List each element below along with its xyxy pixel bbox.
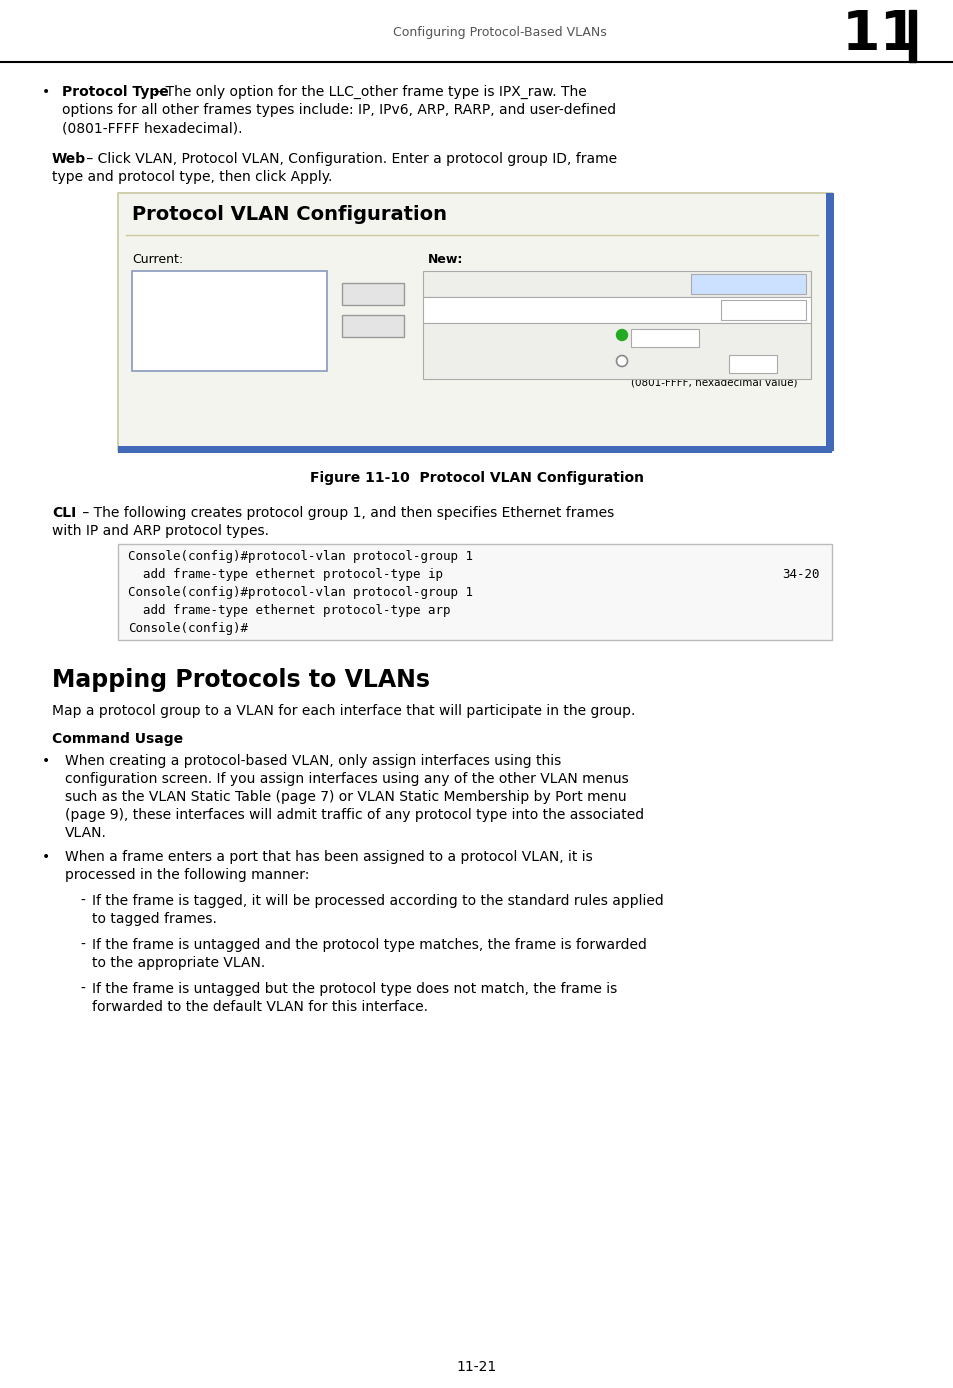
Bar <box>728 355 776 373</box>
Text: Figure 11-10  Protocol VLAN Configuration: Figure 11-10 Protocol VLAN Configuration <box>310 471 643 484</box>
Text: 11: 11 <box>841 8 918 62</box>
Text: – Click VLAN, Protocol VLAN, Configuration. Enter a protocol group ID, frame: – Click VLAN, Protocol VLAN, Configurati… <box>82 153 617 167</box>
Bar <box>690 273 805 294</box>
Text: forwarded to the default VLAN for this interface.: forwarded to the default VLAN for this i… <box>91 999 428 1015</box>
Bar <box>825 193 833 451</box>
Text: If the frame is untagged but the protocol type does not match, the frame is: If the frame is untagged but the protoco… <box>91 981 617 997</box>
Text: ▾: ▾ <box>682 330 688 341</box>
Text: Console(config)#: Console(config)# <box>128 622 248 634</box>
Text: Group 1, Ethernet ,08 06: Group 1, Ethernet ,08 06 <box>137 293 283 305</box>
Text: type and protocol type, then click Apply.: type and protocol type, then click Apply… <box>52 169 332 185</box>
Text: Protocol VLAN Configuration: Protocol VLAN Configuration <box>132 205 447 223</box>
Text: •: • <box>42 85 51 99</box>
Bar <box>118 446 831 452</box>
Circle shape <box>616 355 627 366</box>
Text: Map a protocol group to a VLAN for each interface that will participate in the g: Map a protocol group to a VLAN for each … <box>52 704 635 718</box>
Bar <box>422 297 810 323</box>
Text: •: • <box>42 754 51 768</box>
Text: <<Add: <<Add <box>352 286 394 298</box>
Text: When a frame enters a port that has been assigned to a protocol VLAN, it is: When a frame enters a port that has been… <box>65 849 592 863</box>
Text: Ethernet: Ethernet <box>724 303 776 315</box>
Bar <box>630 329 699 347</box>
Bar <box>118 193 831 451</box>
Bar <box>720 300 805 321</box>
Text: -: - <box>80 981 85 997</box>
Bar <box>908 10 915 62</box>
Text: options for all other frames types include: IP, IPv6, ARP, RARP, and user-define: options for all other frames types inclu… <box>62 103 616 117</box>
Bar <box>341 283 403 305</box>
Text: VLAN.: VLAN. <box>65 826 107 840</box>
Text: Protocol Gruop ID (1-2147483647): Protocol Gruop ID (1-2147483647) <box>428 276 631 289</box>
Bar <box>422 271 810 297</box>
Bar <box>422 323 810 379</box>
Bar <box>118 544 831 640</box>
Text: -: - <box>80 894 85 908</box>
Text: with IP and ARP protocol types.: with IP and ARP protocol types. <box>52 525 269 539</box>
Text: -: - <box>80 938 85 952</box>
Text: ▾: ▾ <box>796 303 801 312</box>
Text: Command Usage: Command Usage <box>52 731 183 745</box>
Text: If the frame is tagged, it will be processed according to the standard rules app: If the frame is tagged, it will be proce… <box>91 894 663 908</box>
Text: Web: Web <box>52 153 86 167</box>
Text: 11-21: 11-21 <box>456 1360 497 1374</box>
Text: If the frame is untagged and the protocol type matches, the frame is forwarded: If the frame is untagged and the protoco… <box>91 938 646 952</box>
Text: (0801-FFFF, hexadecimal value): (0801-FFFF, hexadecimal value) <box>630 378 797 387</box>
Text: User-defined type: User-defined type <box>630 355 736 368</box>
Text: processed in the following manner:: processed in the following manner: <box>65 868 309 881</box>
Text: such as the VLAN Static Table (page 7) or VLAN Static Membership by Port menu: such as the VLAN Static Table (page 7) o… <box>65 790 626 804</box>
Text: 34-20: 34-20 <box>781 568 820 582</box>
Text: Group 1, Ethernet ,08 00: Group 1, Ethernet ,08 00 <box>137 278 283 290</box>
Text: Protocol Type: Protocol Type <box>62 85 169 99</box>
Bar <box>341 315 403 337</box>
Text: Console(config)#protocol-vlan protocol-group 1: Console(config)#protocol-vlan protocol-g… <box>128 586 473 600</box>
Text: – The following creates protocol group 1, and then specifies Ethernet frames: – The following creates protocol group 1… <box>78 507 614 520</box>
Circle shape <box>616 329 627 340</box>
Text: CLI: CLI <box>52 507 76 520</box>
Text: (0801-FFFF hexadecimal).: (0801-FFFF hexadecimal). <box>62 121 242 135</box>
Text: When creating a protocol-based VLAN, only assign interfaces using this: When creating a protocol-based VLAN, onl… <box>65 754 560 768</box>
Text: New:: New: <box>428 253 463 266</box>
Bar <box>132 271 327 371</box>
Text: •: • <box>42 849 51 863</box>
Text: Protocol Type: Protocol Type <box>428 346 506 358</box>
Text: add frame-type ethernet protocol-type ip: add frame-type ethernet protocol-type ip <box>128 568 442 582</box>
Text: to the appropriate VLAN.: to the appropriate VLAN. <box>91 956 265 970</box>
Text: add frame-type ethernet protocol-type arp: add frame-type ethernet protocol-type ar… <box>128 604 450 618</box>
Text: Mapping Protocols to VLANs: Mapping Protocols to VLANs <box>52 668 430 693</box>
Text: ARP: ARP <box>635 330 658 344</box>
Text: to tagged frames.: to tagged frames. <box>91 912 216 926</box>
Text: configuration screen. If you assign interfaces using any of the other VLAN menus: configuration screen. If you assign inte… <box>65 772 628 786</box>
Text: Console(config)#protocol-vlan protocol-group 1: Console(config)#protocol-vlan protocol-g… <box>128 550 473 564</box>
Text: Current:: Current: <box>132 253 183 266</box>
Text: (page 9), these interfaces will admit traffic of any protocol type into the asso: (page 9), these interfaces will admit tr… <box>65 808 643 822</box>
Text: Configuring Protocol-Based VLANs: Configuring Protocol-Based VLANs <box>393 25 606 39</box>
Text: Remove: Remove <box>349 318 396 330</box>
Text: Frame Type: Frame Type <box>428 303 496 315</box>
Text: – The only option for the LLC_other frame type is IPX_raw. The: – The only option for the LLC_other fram… <box>150 85 586 99</box>
